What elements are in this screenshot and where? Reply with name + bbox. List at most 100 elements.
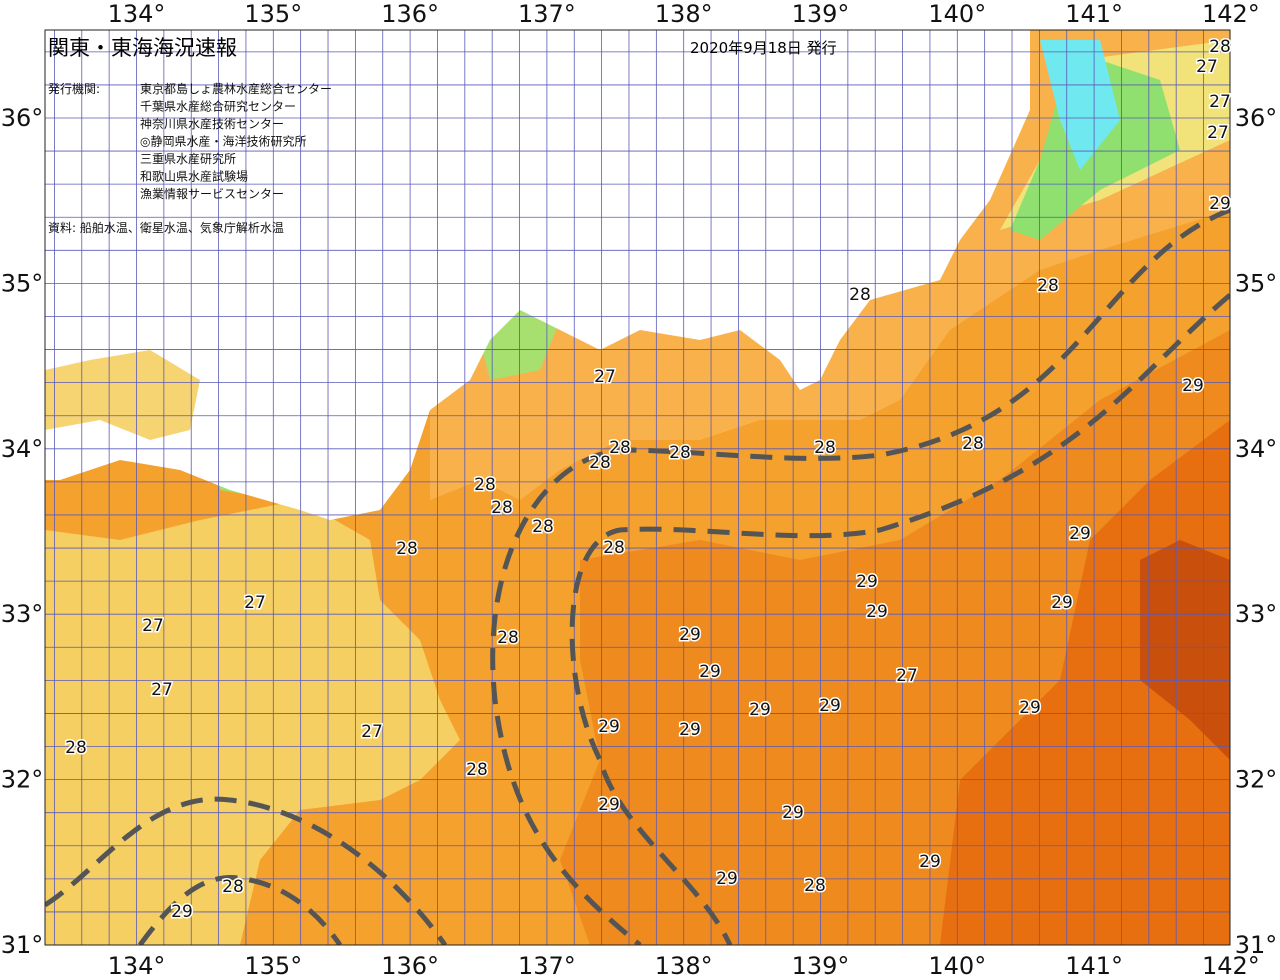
- source: 資料: 船舶水温、衛星水温、気象庁解析水温: [48, 220, 284, 235]
- title: 関東・東海海況速報: [48, 36, 237, 60]
- zone-30: [1140, 540, 1230, 760]
- longitude-top: 134°: [108, 0, 166, 28]
- longitude-top: 135°: [244, 0, 302, 28]
- contour-label: 27: [896, 666, 918, 686]
- contour-label: 29: [716, 869, 738, 889]
- contour-label: 27: [1207, 123, 1229, 143]
- contour-label: 29: [679, 720, 701, 740]
- contour-label: 29: [171, 902, 193, 922]
- longitude-bottom: 136°: [381, 952, 439, 980]
- longitude-bottom: 140°: [928, 952, 986, 980]
- contour-label: 28: [474, 475, 496, 495]
- contour-label: 27: [1209, 92, 1231, 112]
- issuer-list: 東京都島しょ農林水産総合センター千葉県水産総合研究センター神奈川県水産技術センタ…: [140, 81, 332, 201]
- zone-27: [45, 500, 460, 945]
- contour-label: 28: [804, 876, 826, 896]
- longitude-top: 138°: [655, 0, 713, 28]
- contour-label: 29: [819, 696, 841, 716]
- contour-label: 28: [65, 738, 87, 758]
- inland-sea: [45, 350, 200, 440]
- contour-label: 28: [669, 443, 691, 463]
- latitude-right: 31°: [1235, 931, 1278, 959]
- contour-label: 29: [1051, 593, 1073, 613]
- contour-label: 29: [856, 572, 878, 592]
- longitude-top: 139°: [792, 0, 850, 28]
- contour-label: 29: [699, 662, 721, 682]
- current-axes: [45, 207, 1230, 945]
- issuer: 神奈川県水産技術センター: [140, 116, 284, 131]
- latitude-left: 36°: [1, 104, 44, 132]
- issuer: 三重県水産研究所: [140, 151, 236, 166]
- land: [45, 30, 1030, 520]
- latitude-left: 33°: [1, 600, 44, 628]
- longitude-top: 142°: [1202, 0, 1260, 28]
- longitude-bottom: 139°: [792, 952, 850, 980]
- issue-date: 2020年9月18日 発行: [690, 39, 837, 57]
- eddy-outer: [45, 796, 448, 945]
- contour-label: 28: [1037, 276, 1059, 296]
- contour-label: 29: [1182, 376, 1204, 396]
- contour-label: 27: [151, 680, 173, 700]
- longitude-bottom: 134°: [108, 952, 166, 980]
- contour-label: 29: [749, 700, 771, 720]
- contour-label: 27: [361, 722, 383, 742]
- contour-label: 28: [532, 517, 554, 537]
- longitude-bottom: 142°: [1202, 952, 1260, 980]
- longitude-top: 141°: [1065, 0, 1123, 28]
- contour-label: 29: [679, 625, 701, 645]
- longitude-bottom: 137°: [518, 952, 576, 980]
- contour-label: 29: [919, 852, 941, 872]
- longitude-top: 136°: [381, 0, 439, 28]
- contour-label: 28: [603, 538, 625, 558]
- kuroshio-north: [490, 207, 1230, 945]
- contour-label: 29: [1019, 698, 1041, 718]
- contour-label: 27: [1196, 57, 1218, 77]
- longitude-bottom: 138°: [655, 952, 713, 980]
- contour-label: 28: [589, 453, 611, 473]
- contour-label: 28: [222, 877, 244, 897]
- graticule: [45, 30, 1230, 945]
- latitude-left: 32°: [1, 766, 44, 794]
- kuroshio-south: [569, 293, 1230, 945]
- longitude-bottom: 135°: [244, 952, 302, 980]
- issuer-label: 発行機関:: [48, 81, 100, 96]
- issuer: 東京都島しょ農林水産総合センター: [140, 81, 332, 96]
- contour-label: 29: [598, 795, 620, 815]
- frame: [44, 29, 1231, 946]
- latitude-left: 35°: [1, 269, 44, 297]
- contour-label: 29: [782, 803, 804, 823]
- latitude-right: 32°: [1235, 766, 1278, 794]
- issuer: 漁業情報サービスセンター: [140, 187, 284, 201]
- contour-label: 28: [1209, 37, 1231, 57]
- issuer: ◎静岡県水産・海洋技術研究所: [140, 134, 306, 149]
- longitude-top: 137°: [518, 0, 576, 28]
- contour-label: 27: [142, 616, 164, 636]
- zone-cyan: [1040, 40, 1120, 170]
- sea-temperature: [45, 30, 1230, 945]
- contour-label: 29: [598, 717, 620, 737]
- latitude-right: 36°: [1235, 104, 1278, 132]
- latitude-right: 33°: [1235, 600, 1278, 628]
- contour-label: 27: [594, 367, 616, 387]
- contour-label: 28: [466, 760, 488, 780]
- contour-label: 28: [814, 438, 836, 458]
- latitude-left: 31°: [1, 931, 44, 959]
- contour-label: 29: [1069, 524, 1091, 544]
- contour-label: 29: [866, 602, 888, 622]
- contour-label: 27: [244, 593, 266, 613]
- longitude-bottom: 141°: [1065, 952, 1123, 980]
- eddy-inner: [137, 875, 343, 945]
- longitude-top: 140°: [928, 0, 986, 28]
- contour-label: 28: [609, 438, 631, 458]
- latitude-left: 34°: [1, 435, 44, 463]
- latitude-right: 35°: [1235, 269, 1278, 297]
- issuer: 和歌山県水産試験場: [140, 169, 248, 184]
- contour-label: 28: [849, 285, 871, 305]
- contour-label: 28: [497, 628, 519, 648]
- latitude-right: 34°: [1235, 435, 1278, 463]
- contour-label: 28: [491, 498, 513, 518]
- contour-label: 28: [396, 539, 418, 559]
